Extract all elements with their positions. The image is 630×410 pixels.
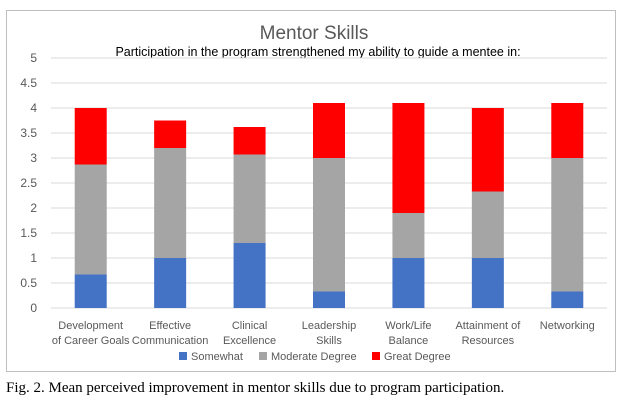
bar-segment-moderate-degree bbox=[392, 213, 425, 258]
bar-segment-great-degree bbox=[233, 127, 266, 155]
chart-title: Mentor Skills bbox=[260, 23, 369, 44]
legend-swatch bbox=[372, 352, 380, 360]
stacked-bar-chart: Mentor Skills Participation in the progr… bbox=[20, 23, 607, 363]
x-tick-label: Excellence bbox=[223, 335, 276, 347]
x-tick-label: of Career Goals bbox=[52, 335, 130, 347]
y-tick-label: 2 bbox=[30, 201, 37, 215]
y-tick-label: 4.5 bbox=[20, 76, 37, 90]
legend: Somewhat Moderate Degree Great Degree bbox=[179, 351, 451, 363]
x-tick-label: Communication bbox=[132, 335, 208, 347]
x-tick-label: Balance bbox=[389, 335, 429, 347]
y-axis-tick-labels: 0 0.5 1 1.5 2 2.5 3 3.5 4 4.5 5 bbox=[20, 51, 37, 315]
legend-label: Somewhat bbox=[191, 351, 243, 363]
x-axis-tick-labels: Development of Career Goals Effective Commu… bbox=[52, 320, 595, 347]
legend-label: Great Degree bbox=[384, 351, 451, 363]
x-tick-label: Attainment of bbox=[455, 320, 521, 332]
x-tick-label: Clinical bbox=[232, 320, 267, 332]
y-tick-label: 0.5 bbox=[20, 276, 37, 290]
x-tick-label: Networking bbox=[540, 320, 595, 332]
legend-label: Moderate Degree bbox=[271, 351, 357, 363]
chart-subtitle: Participation in the program strengthene… bbox=[115, 45, 520, 59]
legend-swatch bbox=[179, 352, 187, 360]
y-tick-label: 0 bbox=[30, 301, 37, 315]
bar-segment-great-degree bbox=[551, 103, 584, 158]
bar-segment-great-degree bbox=[471, 108, 504, 192]
x-tick-label: Leadership bbox=[302, 320, 356, 332]
y-tick-label: 1 bbox=[30, 251, 37, 265]
y-tick-label: 3.5 bbox=[20, 126, 37, 140]
bar-segment-somewhat bbox=[74, 274, 107, 308]
x-tick-label: Effective bbox=[149, 320, 191, 332]
bar-segment-moderate-degree bbox=[154, 148, 187, 258]
bar-segment-moderate-degree bbox=[233, 154, 266, 243]
figure-caption: Fig. 2. Mean perceived improvement in me… bbox=[6, 380, 505, 396]
y-tick-label: 5 bbox=[30, 51, 37, 65]
bar-segment-moderate-degree bbox=[471, 191, 504, 258]
bar-segment-great-degree bbox=[313, 103, 345, 158]
bar-segment-moderate-degree bbox=[74, 164, 107, 275]
x-tick-label: Work/Life bbox=[385, 320, 431, 332]
bar-segment-somewhat bbox=[313, 291, 345, 308]
bar-segment-somewhat bbox=[233, 243, 266, 308]
bars bbox=[74, 103, 584, 308]
bar-segment-great-degree bbox=[74, 108, 107, 165]
x-tick-label: Skills bbox=[316, 335, 342, 347]
bar-segment-somewhat bbox=[551, 291, 584, 308]
chart-area: Mentor Skills Participation in the progr… bbox=[6, 10, 616, 372]
bar-segment-moderate-degree bbox=[551, 158, 584, 292]
x-tick-label: Resources bbox=[462, 335, 515, 347]
y-tick-label: 1.5 bbox=[20, 226, 37, 240]
bar-segment-great-degree bbox=[154, 120, 187, 148]
bar-segment-somewhat bbox=[471, 258, 504, 308]
x-tick-label: Development bbox=[58, 320, 123, 332]
bar-segment-somewhat bbox=[392, 258, 425, 308]
bar-segment-moderate-degree bbox=[313, 158, 345, 292]
y-tick-label: 4 bbox=[30, 101, 37, 115]
y-tick-label: 3 bbox=[30, 151, 37, 165]
bar-segment-somewhat bbox=[154, 258, 187, 308]
legend-swatch bbox=[259, 352, 267, 360]
bar-segment-great-degree bbox=[392, 103, 425, 213]
y-tick-label: 2.5 bbox=[20, 176, 37, 190]
